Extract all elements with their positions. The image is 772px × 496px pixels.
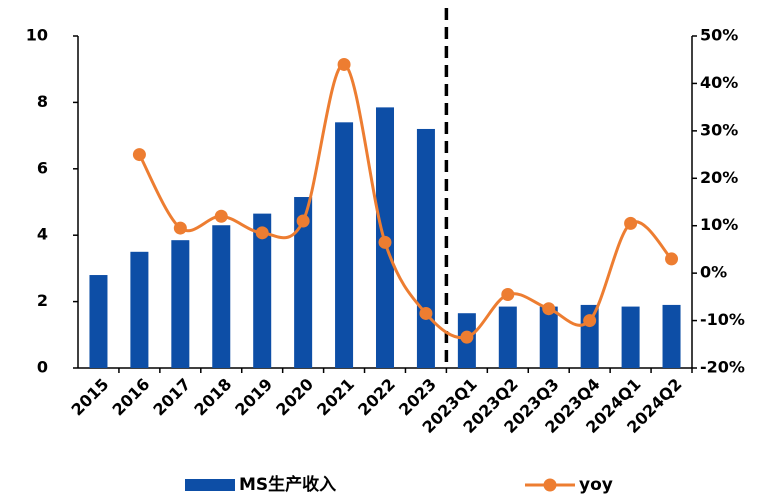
bar [89,275,108,368]
x-tick-label: 2020 [272,375,317,420]
line-marker [624,216,638,230]
bar [621,306,640,368]
x-tick-label: 2016 [108,375,153,420]
line-marker [296,214,310,228]
line-marker [542,302,556,316]
y2-tick-label: 20% [700,168,738,187]
bar [171,240,190,368]
line-marker [460,330,474,344]
x-tick-label: 2015 [68,375,113,420]
bar [212,225,231,368]
x-tick-label: 2022 [354,375,399,420]
legend-label: yoy [579,475,613,495]
line-marker [337,57,351,71]
bar [253,213,272,368]
bar [662,304,681,368]
y2-tick-label: -20% [700,358,745,377]
x-tick-label: 2021 [313,375,358,420]
y-tick-label: 6 [37,158,48,177]
y-tick-label: 2 [37,291,48,310]
legend-swatch-marker [543,478,557,492]
x-tick-label: 2019 [231,375,276,420]
legend-swatch [185,479,235,491]
y2-tick-label: 40% [700,73,738,92]
bar [335,122,354,368]
y2-tick-label: 30% [700,120,738,139]
bar [294,197,313,368]
line-marker [583,314,597,328]
y2-tick-label: 10% [700,215,738,234]
y-tick-label: 10 [26,26,48,45]
legend-label: MS生产收入 [239,474,336,495]
line-marker [132,148,146,162]
bar [539,306,558,368]
y-tick-label: 0 [37,358,48,377]
x-tick-label: 2018 [190,375,235,420]
y2-tick-label: 50% [700,26,738,45]
line-marker [214,209,228,223]
x-tick-label: 2017 [149,375,194,420]
y-tick-label: 4 [37,225,48,244]
bar [130,251,149,368]
line-marker [665,252,679,266]
line-marker [501,287,515,301]
bar [498,306,517,368]
line-marker [419,306,433,320]
y2-tick-label: -10% [700,310,745,329]
bar [416,128,435,368]
line-marker [378,235,392,249]
line-marker [255,226,269,240]
y-tick-label: 8 [37,92,48,111]
line-marker [173,221,187,235]
y2-tick-label: 0% [700,263,727,282]
